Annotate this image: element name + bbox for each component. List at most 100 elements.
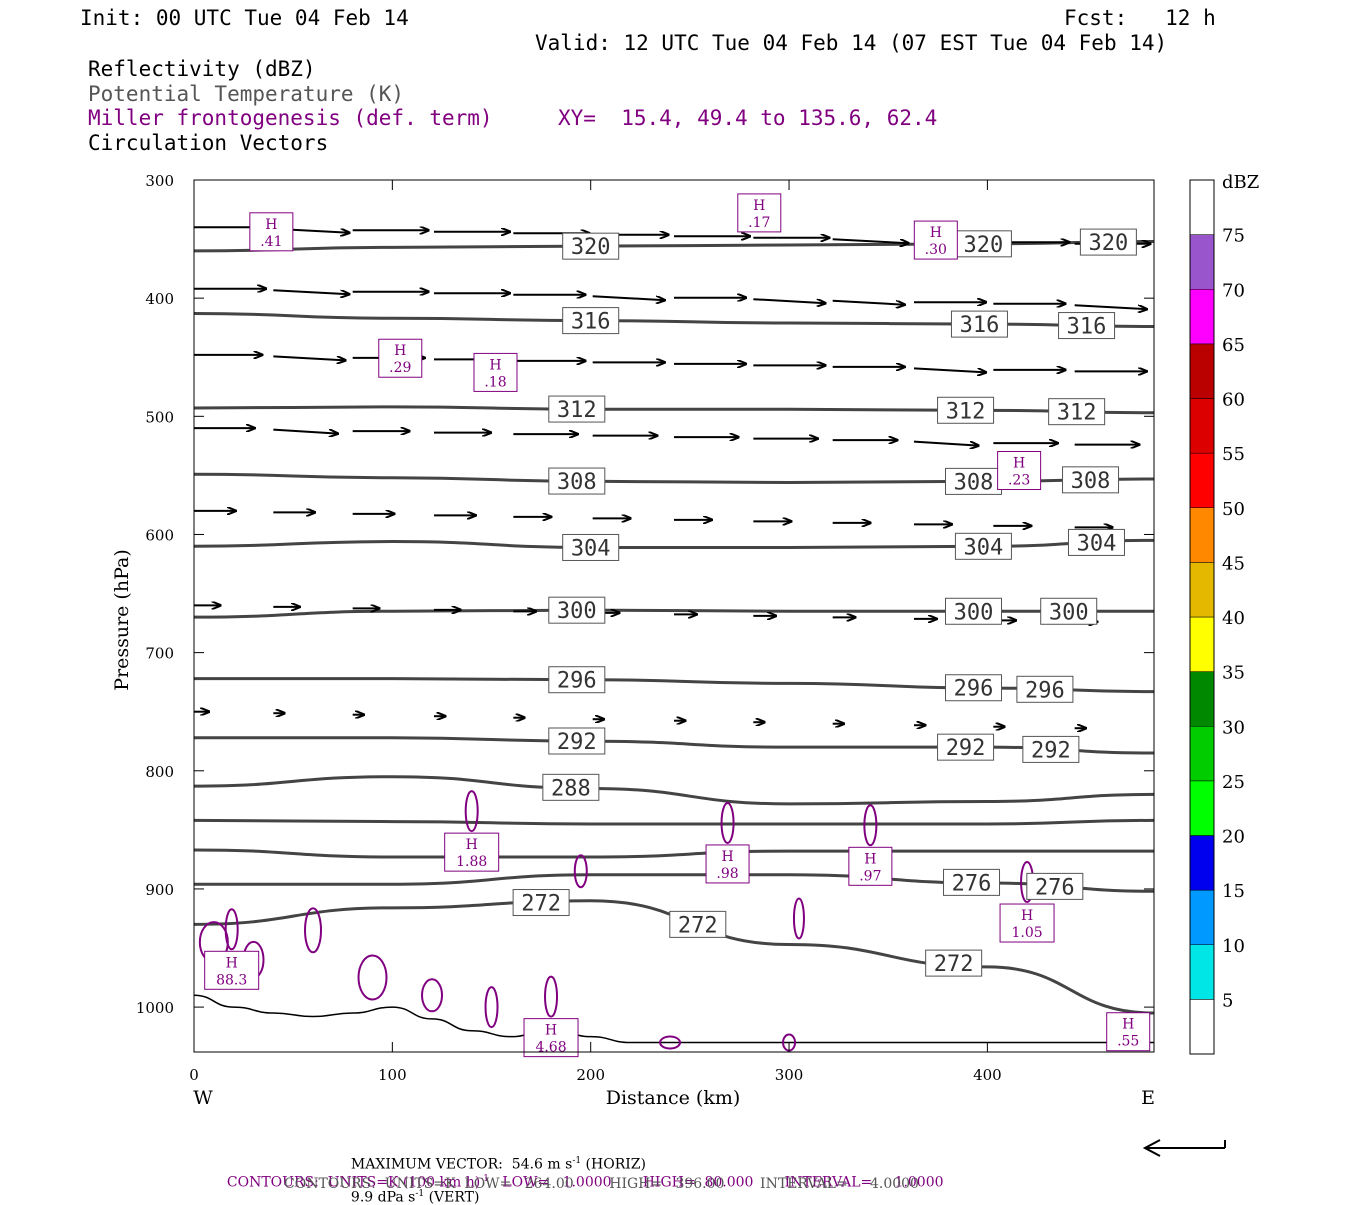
theta-label-292: 292 (946, 736, 986, 761)
fronto-max-box (999, 903, 1055, 943)
max-vector-vert-sup: -1 (415, 1188, 425, 1199)
fronto-max-h: H (226, 955, 238, 971)
field-theta: Potential Temperature (K) (88, 82, 405, 106)
theta-label-312: 312 (1057, 401, 1097, 426)
colorbar-swatch (1189, 616, 1215, 672)
fronto-contour (484, 986, 499, 1029)
fronto-max-h: H (721, 849, 733, 865)
fronto-max-box (473, 352, 518, 392)
colorbar-level: 10 (1222, 936, 1245, 957)
theta-contour-288 (194, 775, 1154, 806)
theta-label-316: 316 (1067, 315, 1107, 340)
colorbar-level: 65 (1222, 335, 1245, 356)
theta-label-box (1022, 735, 1080, 763)
max-vector-sup: -1 (572, 1156, 582, 1166)
theta-contour-296 (194, 677, 1154, 694)
circulation-vector (832, 238, 909, 243)
theta-contour-316 (194, 312, 1154, 329)
colorbar-level: 45 (1222, 553, 1245, 574)
theta-contour-284 (194, 818, 1154, 826)
theta-label-box (937, 396, 995, 424)
circulation-vector (1074, 304, 1147, 309)
theta-label-304: 304 (571, 536, 611, 561)
theta-label-296: 296 (954, 677, 994, 702)
colorbar-swatch (1189, 289, 1215, 345)
theta-label-box (548, 666, 606, 694)
fronto-contour (573, 854, 588, 889)
theta-label-box (542, 773, 600, 801)
colorbar-swatch (1189, 452, 1215, 508)
fronto-max-h: H (1013, 455, 1025, 471)
fronto-contour (720, 801, 735, 844)
theta-contour-labels: 320 320 320 316 316 316 312 312 312 308 308 308 304 3… (512, 228, 1137, 977)
y-tick-label: 700 (145, 645, 174, 663)
x-tick-label: 100 (378, 1066, 407, 1084)
colorbar-swatch (1189, 179, 1215, 235)
theta-contours-line: CONTOURS: UNITS=K LOW= 264.00 HIGH= 396.… (284, 1176, 919, 1192)
theta-label-308: 308 (557, 470, 597, 495)
theta-label-296: 296 (1025, 678, 1065, 703)
y-tick-label: 600 (145, 526, 174, 544)
max-vector-horiz: MAXIMUM VECTOR: 54.6 m s (350, 1156, 573, 1173)
x-tick-label: 300 (775, 1066, 804, 1084)
colorbar-swatch (1189, 780, 1215, 836)
fronto-max-value: .98 (716, 866, 738, 882)
theta-label-308: 308 (954, 470, 994, 495)
theta-label-box (945, 467, 1003, 495)
fronto-max-box (444, 832, 500, 872)
x-tick-label: 0 (189, 1066, 199, 1084)
colorbar: 5 10 15 20 25 30 35 40 45 50 55 60 65 70 75 dBZ (1189, 172, 1259, 1055)
field-reflectivity: Reflectivity (dBZ) (88, 57, 316, 81)
theta-label-320: 320 (1089, 231, 1129, 256)
theta-label-box (1040, 597, 1098, 625)
field-vectors: Circulation Vectors (88, 131, 329, 155)
theta-label-box (548, 727, 606, 755)
theta-label-320: 320 (964, 233, 1004, 258)
colorbar-swatch (1189, 234, 1215, 290)
axes: 300 400 500 600 700 800 900 1000 0 100 200 300 400 (136, 172, 1154, 1084)
fronto-max-box (913, 220, 958, 260)
theta-label-box (669, 910, 727, 938)
x-tick-label: 400 (973, 1066, 1002, 1084)
frontogenesis-contours (198, 790, 1035, 1052)
fronto-max-h: H (466, 837, 478, 853)
colorbar-swatch (1189, 889, 1215, 945)
y-tick-label: 800 (145, 763, 174, 781)
fronto-max-h: H (753, 198, 765, 214)
fronto-contour (863, 804, 878, 847)
theta-label-box (925, 949, 983, 977)
theta-label-box (950, 310, 1008, 338)
fronto-max-value: .97 (859, 868, 881, 884)
theta-label-box (943, 868, 1001, 896)
colorbar-swatch (1189, 343, 1215, 399)
fronto-contours-line: CONTOURS: UNITS=K (100 km h)-1 LOW= 1.00… (218, 1158, 944, 1191)
colorbar-level: 40 (1222, 608, 1245, 629)
theta-label-308: 308 (1071, 469, 1111, 494)
colorbar-level: 55 (1222, 444, 1245, 465)
colorbar-swatch (1189, 398, 1215, 454)
theta-label-box (562, 533, 620, 561)
theta-label-box (1067, 528, 1125, 556)
reference-vector-arrow-icon (1142, 1139, 1226, 1157)
colorbar-level: 15 (1222, 881, 1245, 902)
east-label: E (1141, 1087, 1155, 1109)
fronto-contour (357, 954, 388, 1001)
terrain-layer (194, 994, 1154, 1044)
theta-contour-280 (194, 848, 1154, 859)
y-tick-label: 300 (145, 172, 174, 190)
theta-label-box (512, 889, 570, 917)
fronto-contour (464, 790, 479, 833)
circulation-vector (273, 355, 345, 360)
theta-label-292: 292 (1031, 738, 1071, 763)
theta-label-box (945, 674, 1003, 702)
theta-label-292: 292 (557, 730, 597, 755)
theta-label-box (548, 467, 606, 495)
fronto-max-box (1106, 1012, 1151, 1052)
fronto-contour (792, 897, 805, 940)
theta-label-304: 304 (1077, 531, 1117, 556)
colorbar-level: 35 (1222, 663, 1245, 684)
circulation-vector (832, 299, 905, 305)
fronto-contours-sup: -1 (480, 1174, 489, 1184)
cross-section-xy: XY= 15.4, 49.4 to 135.6, 62.4 (558, 106, 938, 130)
